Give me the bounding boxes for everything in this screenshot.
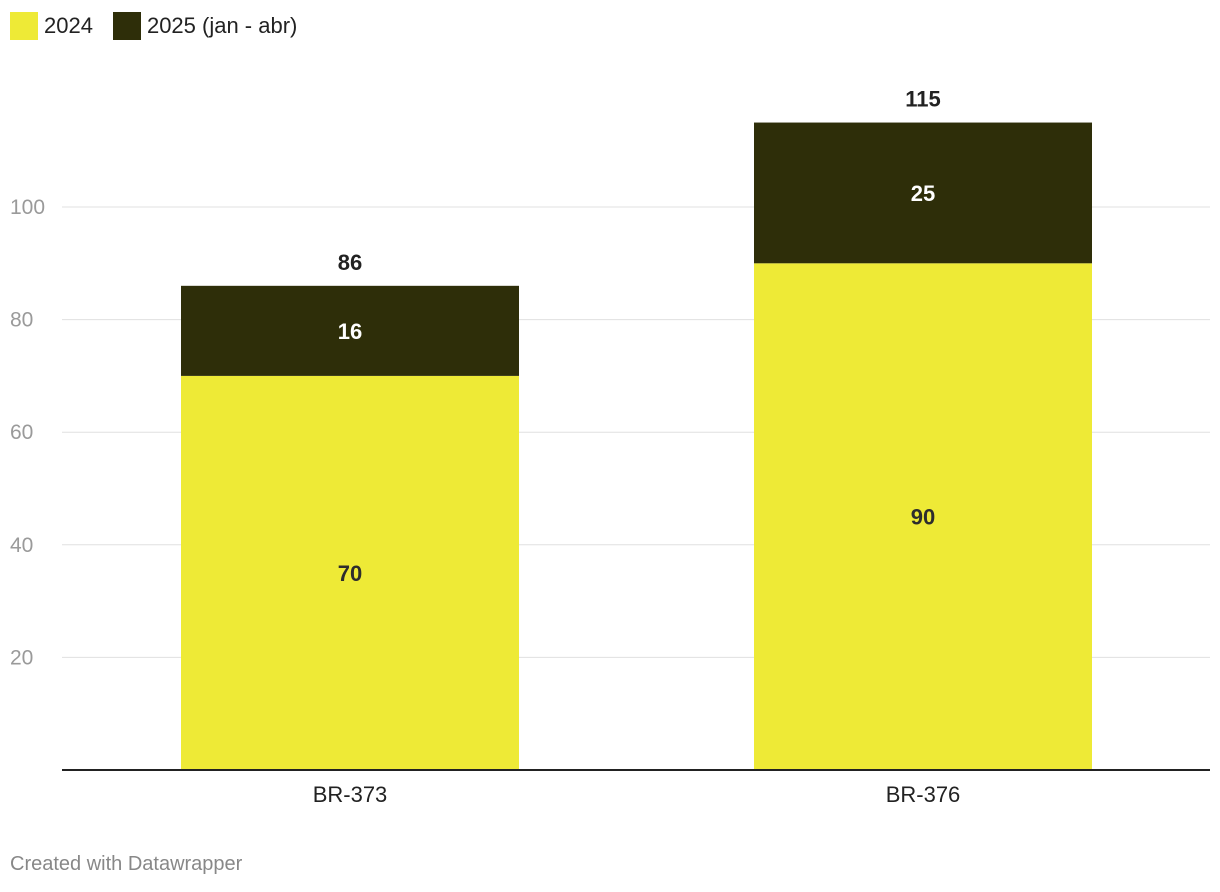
bar-br-376-2025 (754, 122, 1092, 264)
legend-label-2024: 2024 (44, 13, 93, 38)
legend-label-2025: 2025 (jan - abr) (146, 13, 298, 38)
y-tick-label-100: 100 (10, 196, 45, 219)
bar-br-376-2024 (754, 263, 1092, 770)
legend: 2024 2025 (jan - abr) (10, 12, 297, 40)
footer-credit: Created with Datawrapper (10, 853, 243, 875)
y-tick-label-60: 60 (10, 421, 33, 444)
x-tick-label-br-376: BR-376 (886, 782, 961, 807)
y-tick-label-20: 20 (10, 646, 33, 669)
total-label-br-376: 115 (905, 87, 941, 112)
legend-item-2024: 2024 (10, 12, 93, 40)
bar-br-373-2025 (181, 285, 519, 376)
value-label-br-376-2025: 25 (911, 181, 935, 206)
legend-swatch-2025 (112, 12, 141, 40)
total-label-br-373: 86 (338, 250, 362, 275)
value-label-br-376-2024: 90 (911, 505, 935, 530)
y-tick-label-80: 80 (10, 309, 33, 332)
x-tick-label-br-373: BR-373 (313, 782, 388, 807)
value-label-br-373-2024: 70 (338, 561, 362, 586)
legend-swatch-2024 (10, 12, 38, 40)
legend-item-2025: 2025 (jan - abr) (112, 12, 298, 40)
y-tick-label-40: 40 (10, 534, 33, 557)
value-label-br-373-2025: 16 (338, 319, 362, 344)
bar-br-373-2024 (181, 375, 519, 770)
